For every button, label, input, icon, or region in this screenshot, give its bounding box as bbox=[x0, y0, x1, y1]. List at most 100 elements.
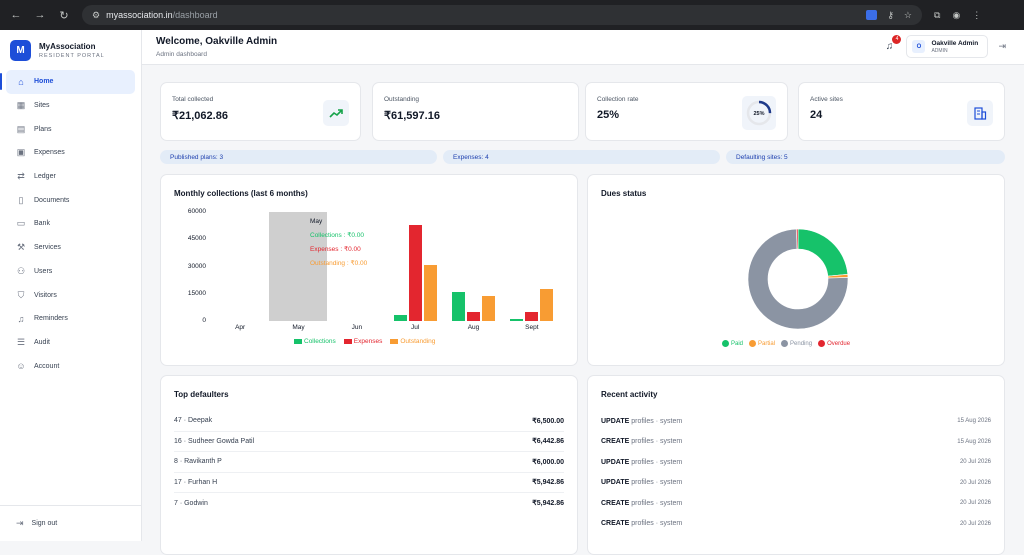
donut-legend: Paid Partial Pending Overdue bbox=[722, 340, 850, 347]
list-item[interactable]: UPDATE profiles · system 20 Jul 2026 bbox=[601, 452, 991, 473]
bar-outstanding[interactable] bbox=[540, 289, 554, 321]
legend-partial[interactable]: Partial bbox=[749, 340, 775, 347]
legend-pending[interactable]: Pending bbox=[781, 340, 812, 347]
notification-badge: 4 bbox=[892, 34, 902, 44]
sidebar-item-reminders[interactable]: ♫ Reminders bbox=[0, 307, 141, 331]
sidebar-item-documents[interactable]: ▯ Documents bbox=[0, 188, 141, 212]
pill-defaulting-sites[interactable]: Defaulting sites: 5 bbox=[726, 150, 1005, 164]
bar-expenses[interactable] bbox=[525, 311, 539, 321]
sidebar-item-users[interactable]: ⚇ Users bbox=[0, 260, 141, 284]
kpi-label: Total collected bbox=[172, 96, 214, 103]
kpi-card-collection-rate: Collection rate 25% 25% bbox=[585, 82, 788, 141]
wrench-icon: ⚒ bbox=[16, 242, 26, 253]
sidebar-item-label: Documents bbox=[34, 196, 70, 204]
bar-collections[interactable] bbox=[510, 319, 524, 321]
pill-expenses[interactable]: Expenses: 4 bbox=[443, 150, 720, 164]
defaulter-amount: ₹6,500.00 bbox=[532, 417, 564, 425]
extensions-icon[interactable]: ⧉ bbox=[934, 9, 941, 20]
legend-outstanding[interactable]: Outstanding bbox=[390, 338, 435, 345]
sidebar-item-label: Users bbox=[34, 267, 53, 275]
star-icon[interactable]: ☆ bbox=[903, 9, 912, 20]
sidebar-item-label: Audit bbox=[34, 338, 50, 346]
y-tick-label: 60000 bbox=[187, 208, 206, 215]
list-item[interactable]: CREATE profiles · system 20 Jul 2026 bbox=[601, 493, 991, 514]
sidebar-item-account[interactable]: ☺ Account bbox=[0, 354, 141, 378]
defaulter-name: 17 · Furhan H bbox=[174, 478, 218, 486]
table-row[interactable]: 16 · Sudheer Gowda Patil ₹6,442.86 bbox=[174, 432, 564, 452]
brand-title: MyAssociation bbox=[39, 41, 96, 51]
sidebar-item-label: Plans bbox=[34, 125, 52, 133]
bar-expenses[interactable] bbox=[467, 311, 480, 321]
chart-title: Dues status bbox=[601, 189, 647, 198]
activity-date: 15 Aug 2026 bbox=[957, 438, 991, 445]
bar-collections[interactable] bbox=[393, 314, 407, 321]
sidebar-item-expenses[interactable]: ▣ Expenses bbox=[0, 141, 141, 165]
activity-date: 15 Aug 2026 bbox=[957, 418, 991, 425]
sidebar-item-label: Ledger bbox=[34, 173, 56, 181]
tooltip-expenses: Expenses : ₹0.00 bbox=[310, 246, 361, 253]
pill-published-plans[interactable]: Published plans: 3 bbox=[160, 150, 437, 164]
slice-pending[interactable] bbox=[747, 228, 849, 330]
sidebar-item-label: Visitors bbox=[34, 291, 57, 299]
profile-icon[interactable]: ◉ bbox=[952, 9, 961, 20]
legend-paid[interactable]: Paid bbox=[722, 340, 743, 347]
defaulter-name: 8 · Ravikanth P bbox=[174, 458, 222, 466]
activity-date: 20 Jul 2026 bbox=[959, 479, 991, 486]
sign-out-button[interactable]: ⇥ Sign out bbox=[0, 505, 141, 541]
logout-icon[interactable]: ⇥ bbox=[998, 41, 1006, 51]
key-icon[interactable]: ⚷ bbox=[887, 9, 894, 20]
brand-subtitle: RESIDENT PORTAL bbox=[39, 52, 105, 59]
slice-paid[interactable] bbox=[797, 228, 849, 277]
sidebar-item-home[interactable]: ⌂ Home bbox=[0, 70, 135, 94]
bar-plot-area[interactable] bbox=[211, 212, 561, 321]
legend-expenses[interactable]: Expenses bbox=[343, 338, 382, 345]
list-item[interactable]: UPDATE profiles · system 15 Aug 2026 bbox=[601, 411, 991, 432]
sidebar-item-sites[interactable]: ▦ Sites bbox=[0, 94, 141, 118]
dues-status-card: Dues status Paid Partial Pending Overdue bbox=[587, 174, 1005, 366]
table-row[interactable]: 7 · Godwin ₹5,942.86 bbox=[174, 493, 564, 514]
bar-expenses[interactable] bbox=[408, 224, 422, 321]
table-row[interactable]: 17 · Furhan H ₹5,942.86 bbox=[174, 473, 564, 493]
sidebar-item-audit[interactable]: ☰ Audit bbox=[0, 331, 141, 355]
kpi-label: Active sites bbox=[810, 96, 843, 103]
notifications-button[interactable]: ♫ 4 bbox=[882, 34, 902, 54]
users-icon: ⚇ bbox=[16, 265, 26, 276]
bar-outstanding[interactable] bbox=[482, 295, 495, 321]
sidebar-item-visitors[interactable]: ⛉ Visitors bbox=[0, 283, 141, 307]
bar-collections[interactable] bbox=[452, 291, 465, 321]
install-app-icon[interactable] bbox=[866, 10, 878, 20]
dues-donut-chart[interactable] bbox=[738, 219, 858, 339]
x-tick-label: Sept bbox=[525, 324, 539, 331]
sidebar-item-services[interactable]: ⚒ Services bbox=[0, 236, 141, 260]
sidebar-item-bank[interactable]: ▭ Bank bbox=[0, 212, 141, 236]
slice-overdue[interactable] bbox=[796, 228, 799, 250]
user-menu[interactable]: O Oakville Admin ADMIN bbox=[906, 35, 989, 58]
y-tick-label: 45000 bbox=[187, 235, 206, 243]
address-bar[interactable]: ⚙ myassociation.in/dashboard ⚷ ☆ bbox=[82, 5, 922, 25]
menu-kebab-icon[interactable]: ⋮ bbox=[972, 9, 982, 20]
kpi-value: 25% bbox=[597, 109, 620, 121]
table-row[interactable]: 47 · Deepak ₹6,500.00 bbox=[174, 411, 564, 432]
reload-icon[interactable]: ↻ bbox=[59, 9, 69, 22]
defaulter-name: 16 · Sudheer Gowda Patil bbox=[174, 437, 255, 445]
bar-outstanding[interactable] bbox=[423, 264, 437, 321]
legend-collections[interactable]: Collections bbox=[294, 338, 336, 345]
list-item[interactable]: CREATE profiles · system 20 Jul 2026 bbox=[601, 514, 991, 535]
sidebar-item-plans[interactable]: ▤ Plans bbox=[0, 117, 141, 141]
calendar-icon: ▤ bbox=[16, 123, 26, 134]
building-icon bbox=[967, 100, 993, 126]
table-row[interactable]: 8 · Ravikanth P ₹6,000.00 bbox=[174, 452, 564, 473]
brand[interactable]: M MyAssociation RESIDENT PORTAL bbox=[0, 30, 141, 70]
kpi-value: ₹61,597.16 bbox=[384, 110, 440, 122]
forward-arrow-icon[interactable]: → bbox=[34, 8, 46, 21]
back-arrow-icon[interactable]: ← bbox=[10, 8, 22, 21]
legend-overdue[interactable]: Overdue bbox=[818, 340, 850, 347]
site-settings-icon[interactable]: ⚙ bbox=[92, 9, 101, 20]
page-header: Welcome, Oakville Admin Admin dashboard … bbox=[142, 30, 1024, 65]
sidebar-item-ledger[interactable]: ⇄ Ledger bbox=[0, 165, 141, 189]
receipt-icon: ▣ bbox=[16, 147, 26, 158]
y-tick-label: 15000 bbox=[187, 289, 206, 297]
list-item[interactable]: CREATE profiles · system 15 Aug 2026 bbox=[601, 432, 991, 453]
kpi-card-active-sites: Active sites 24 bbox=[798, 82, 1005, 141]
list-item[interactable]: UPDATE profiles · system 20 Jul 2026 bbox=[601, 473, 991, 494]
